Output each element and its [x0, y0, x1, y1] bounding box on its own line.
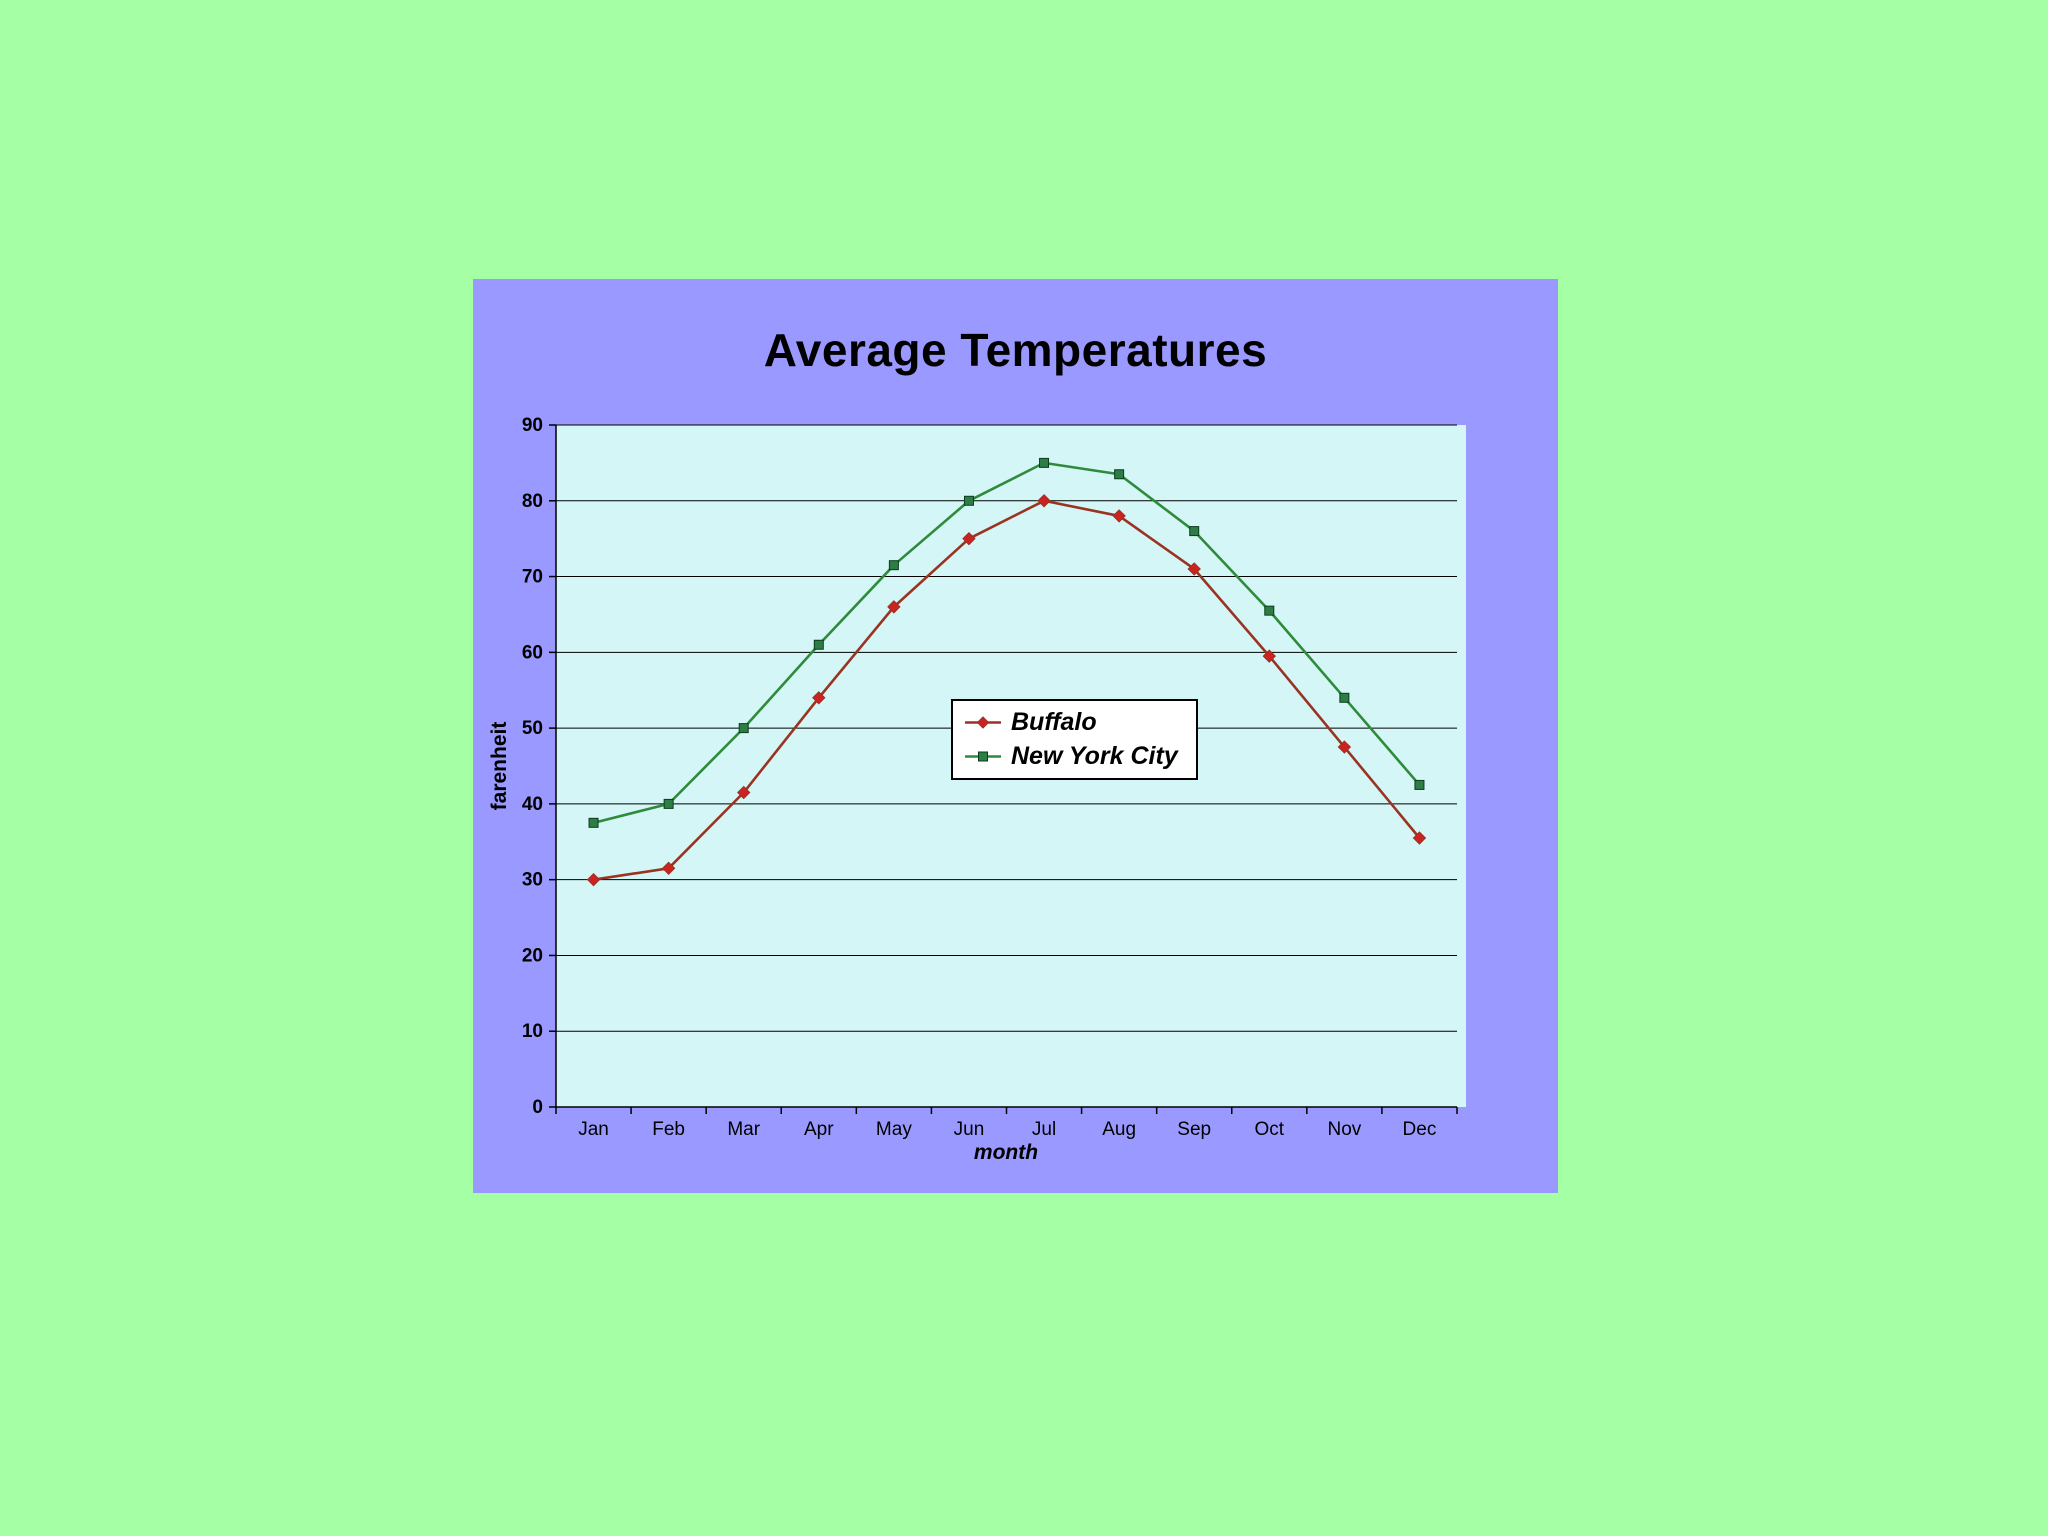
y-tick-label: 60 — [522, 642, 543, 663]
marker-diamond-buffalo — [661, 861, 676, 876]
x-tick-label: May — [876, 1119, 912, 1140]
x-tick-label: Dec — [1403, 1119, 1437, 1140]
series-line-new-york-city — [593, 461, 1421, 825]
marker-diamond-buffalo — [1262, 649, 1276, 663]
marker-diamond-buffalo — [586, 872, 601, 887]
chart-title: Average Temperatures — [763, 324, 1268, 376]
series-line-buffalo — [593, 499, 1421, 881]
y-tick-label: 90 — [522, 415, 543, 436]
x-tick-label: Sep — [1177, 1119, 1211, 1140]
y-tick-label: 40 — [522, 794, 543, 815]
y-axis-title: farenheit — [488, 721, 511, 811]
marker-square-new-york-city — [1039, 457, 1050, 468]
marker-diamond-buffalo — [962, 531, 976, 546]
x-tick-label: Jan — [578, 1119, 609, 1140]
x-tick-label: Oct — [1255, 1119, 1285, 1140]
x-tick-label: Apr — [804, 1119, 834, 1140]
marker-diamond-buffalo — [812, 691, 826, 705]
x-tick-label: Feb — [652, 1119, 685, 1140]
y-tick-label: 50 — [522, 718, 543, 739]
marker-square-new-york-city — [1114, 469, 1125, 480]
legend-item: Buffalo — [963, 708, 1178, 737]
x-tick-label: Mar — [727, 1119, 760, 1140]
chart-container: 0 10 20 30 40 50 60 70 80 90 Jan Feb Mar Apr May Jun Jul… — [473, 279, 1558, 1193]
marker-square-new-york-city — [588, 817, 599, 828]
y-tick-label: 20 — [522, 945, 543, 966]
y-tick-label: 10 — [522, 1021, 543, 1042]
marker-square-new-york-city — [663, 798, 674, 809]
marker-square-new-york-city — [1264, 605, 1275, 616]
marker-square-new-york-city — [738, 723, 749, 734]
marker-diamond-buffalo — [1112, 509, 1126, 523]
legend-label: New York City — [1011, 742, 1178, 770]
marker-diamond-buffalo — [887, 600, 901, 614]
marker-diamond-buffalo — [1412, 831, 1427, 845]
legend-label: Buffalo — [1011, 708, 1097, 736]
y-tick-label: 70 — [522, 567, 543, 588]
x-tick-label: Jun — [954, 1119, 985, 1140]
marker-diamond-buffalo — [737, 785, 751, 800]
marker-diamond-buffalo — [1337, 740, 1352, 754]
legend-item: New York City — [963, 742, 1178, 771]
marker-square-new-york-city — [1339, 692, 1350, 703]
plot-area: 0 10 20 30 40 50 60 70 80 90 Jan Feb Mar Apr May Jun Jul… — [522, 415, 1466, 1140]
legend: Buffalo New York City — [951, 699, 1198, 780]
marker-diamond-buffalo — [1037, 494, 1051, 508]
marker-square-new-york-city — [1414, 779, 1425, 790]
marker-square-new-york-city — [1189, 526, 1200, 537]
y-tick-label: 30 — [522, 870, 543, 891]
marker-diamond-buffalo — [1187, 562, 1201, 576]
x-tick-label: Jul — [1032, 1119, 1056, 1140]
x-tick-label: Nov — [1327, 1119, 1361, 1140]
y-tick-label: 0 — [532, 1097, 543, 1118]
legend-marker-icon — [965, 751, 1001, 762]
legend-marker-icon — [965, 716, 1001, 729]
marker-square-new-york-city — [888, 560, 899, 571]
x-tick-label: Aug — [1102, 1119, 1136, 1140]
marker-square-new-york-city — [963, 495, 974, 506]
marker-square-new-york-city — [813, 639, 824, 650]
y-tick-label: 80 — [522, 491, 543, 512]
x-axis-title: month — [973, 1141, 1039, 1164]
